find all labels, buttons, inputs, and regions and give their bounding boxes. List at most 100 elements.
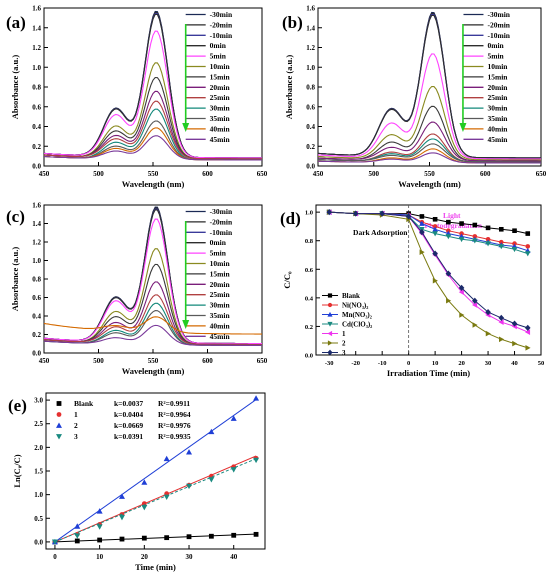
spectrum-line xyxy=(43,294,262,346)
data-point xyxy=(118,514,125,521)
legend-r2: R²=0.9976 xyxy=(158,421,191,430)
legend-label: Ni(NO₃)₂ xyxy=(342,302,368,310)
kinetics-panel-d: -30 -20 -10 0 10 20 30 40 50 0.0 0.2 0.4 0.6 0.8 1.0 Ir… xyxy=(280,204,544,378)
y-axis-label: Absorbance (a.u.) xyxy=(284,55,294,120)
data-point xyxy=(74,523,81,529)
x-tick-label: 550 xyxy=(148,170,159,178)
data-point xyxy=(419,220,425,226)
legend-label: Blank xyxy=(74,399,94,408)
data-point xyxy=(511,320,518,327)
data-point xyxy=(512,340,518,347)
spectra-panel-a: 450 500 550 600 650 0.0 0.2 0.4 0.6 0.8 1.0 1.2 1.4 1… xyxy=(6,5,268,190)
data-point xyxy=(253,531,259,537)
x-tick-label: 500 xyxy=(369,170,380,178)
y-tick-label: 0.4 xyxy=(306,123,315,131)
spectrum-line xyxy=(43,316,262,335)
y-tick-label: 0.4 xyxy=(32,313,41,321)
legend-label: 2 xyxy=(74,421,78,430)
fit-line xyxy=(54,533,257,543)
data-point xyxy=(524,251,531,257)
spectrum-line xyxy=(318,152,541,164)
data-point xyxy=(446,228,451,234)
legend-label: 35min xyxy=(210,311,231,320)
legend-label: -30min xyxy=(487,10,510,19)
data-point xyxy=(472,222,478,228)
legend: Blank k=0.0037 R²=0.9911 1 k=0.0404 R²=0.9964… xyxy=(56,399,191,441)
data-point xyxy=(432,277,438,284)
data-point xyxy=(231,532,237,538)
data-point xyxy=(485,330,491,337)
y-tick-label: 0.8 xyxy=(32,84,41,92)
data-point xyxy=(498,226,504,232)
legend-label: 40min xyxy=(487,124,508,133)
data-point xyxy=(141,505,148,511)
legend-label: -30min xyxy=(210,207,233,216)
x-tick-label: 10 xyxy=(432,360,439,367)
x-tick-label: 650 xyxy=(536,170,547,178)
y-tick-label: 0.4 xyxy=(32,123,41,131)
data-point xyxy=(498,239,504,245)
spectra-lines xyxy=(43,10,262,161)
data-point xyxy=(458,284,465,291)
data-point xyxy=(432,216,438,222)
data-point xyxy=(163,494,170,500)
legend-label: 0min xyxy=(210,41,227,50)
data-point xyxy=(446,297,452,304)
legend-label: 25min xyxy=(487,93,508,102)
data-point xyxy=(327,302,333,308)
series-3 xyxy=(51,457,260,545)
x-tick-label: 450 xyxy=(313,170,324,178)
y-tick-label: 0.2 xyxy=(32,331,41,339)
spectra-panel-c: 450 500 550 600 650 0.0 0.2 0.4 0.6 0.8 1.0 1.2 1.4 1… xyxy=(6,202,268,377)
data-point xyxy=(472,302,478,308)
x-tick-label: 30 xyxy=(186,553,194,561)
data-point xyxy=(525,244,531,249)
data-point xyxy=(379,210,385,217)
legend-label: 45min xyxy=(210,332,231,341)
data-point xyxy=(459,221,464,226)
x-tick-label: 600 xyxy=(480,170,491,178)
x-axis-label: Irradiation Time (min) xyxy=(387,368,470,378)
legend-label: 10min xyxy=(487,62,508,71)
data-point xyxy=(118,493,125,499)
y-tick-label: 0.2 xyxy=(306,143,315,151)
legend-label: 30min xyxy=(210,104,231,113)
data-point xyxy=(119,536,125,542)
data-point xyxy=(164,535,170,541)
y-tick-label: 0.2 xyxy=(305,324,313,331)
legend-label: 1 xyxy=(74,410,78,419)
x-axis-label: Wavelength (nm) xyxy=(122,179,185,189)
legend: Blank Ni(NO₃)₂Mn(NO₃)₂ Cd(ClO₃)₂1 23 xyxy=(322,292,372,357)
data-point xyxy=(458,236,465,243)
data-point xyxy=(56,434,62,440)
x-tick-label: 550 xyxy=(148,357,159,365)
legend-label: 15min xyxy=(487,72,508,81)
x-tick-label: 500 xyxy=(93,170,104,178)
legend-label: 1 xyxy=(342,330,346,338)
y-tick-label: 0.0 xyxy=(305,353,313,360)
data-point xyxy=(56,412,62,417)
data-point xyxy=(327,311,333,317)
y-tick-label: 1.4 xyxy=(306,24,315,32)
legend-label: 5min xyxy=(210,52,227,61)
data-point xyxy=(472,234,478,239)
y-axis-label: Ln(C₀/C) xyxy=(12,454,22,487)
data-point xyxy=(432,224,438,229)
data-point xyxy=(327,340,333,346)
data-point xyxy=(56,401,62,406)
legend-label: 30min xyxy=(487,104,508,113)
legend-label: 3 xyxy=(74,432,78,441)
fit-line xyxy=(54,399,257,543)
data-point xyxy=(141,479,148,485)
annotation-dark: Dark Adsorption xyxy=(353,228,408,237)
data-point xyxy=(485,225,491,231)
legend-label: 40min xyxy=(210,321,231,330)
panel-label: (e) xyxy=(8,396,27,415)
legend-label: 0min xyxy=(210,238,227,247)
legend-k: k=0.0404 xyxy=(114,410,143,419)
data-point xyxy=(253,457,260,464)
x-tick-label: 650 xyxy=(257,170,268,178)
spectrum-line xyxy=(43,30,262,159)
legend-label: 40min xyxy=(210,124,231,133)
legend-label: 20min xyxy=(210,83,231,92)
